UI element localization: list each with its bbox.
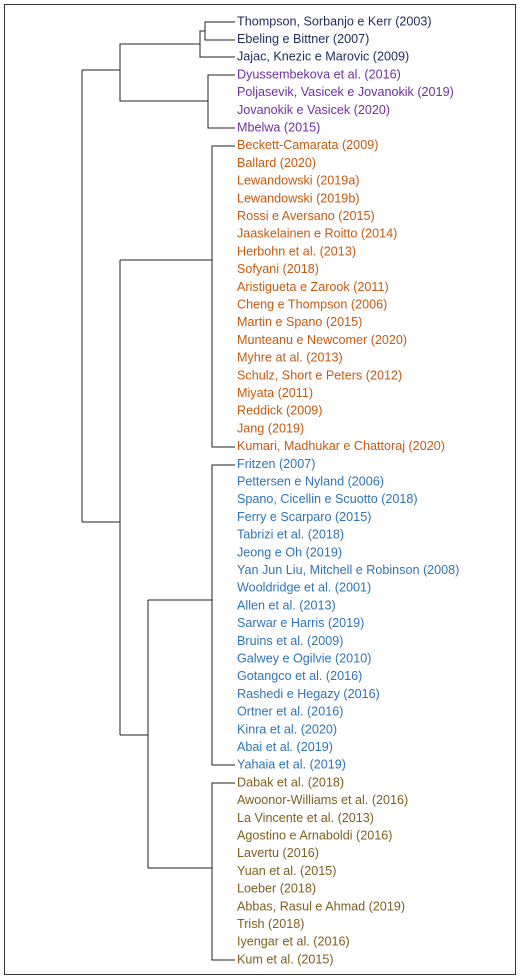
leaf-label: Jaaskelainen e Roitto (2014) — [237, 227, 397, 241]
leaf-label: Kum et al. (2015) — [237, 952, 334, 966]
branch — [207, 74, 235, 129]
leaf-label: Jang (2019) — [237, 421, 304, 435]
leaf-label: Allen et al. (2013) — [237, 598, 336, 612]
leaf-label: Yan Jun Liu, Mitchell e Robinson (2008) — [237, 563, 459, 577]
leaf-label: Wooldridge et al. (2001) — [237, 581, 371, 595]
leaf-label: Beckett-Camarata (2009) — [237, 138, 378, 152]
leaf-label: Lavertu (2016) — [237, 846, 319, 860]
leaf-label: Rashedi e Hegazy (2016) — [237, 687, 380, 701]
leaf-label: Reddick (2009) — [237, 404, 322, 418]
leaf-label: Abai et al. (2019) — [237, 740, 333, 754]
leaf-label: Jovanokik e Vasicek (2020) — [237, 103, 390, 117]
leaf-label: Tabrizi et al. (2018) — [237, 528, 344, 542]
leaf-label: Trish (2018) — [237, 917, 304, 931]
branch — [81, 70, 149, 868]
leaf-label: Awoonor-Williams et al. (2016) — [237, 793, 408, 807]
leaf-label: Sofyani (2018) — [237, 262, 319, 276]
leaf-label: Herbohn et al. (2013) — [237, 244, 356, 258]
branch — [82, 43, 208, 102]
leaf-label: Spano, Cicellin e Scuotto (2018) — [237, 492, 418, 506]
leaf-label: Poljasevik, Vasicek e Jovanokik (2019) — [237, 85, 454, 99]
leaf-label: La Vincente et al. (2013) — [237, 811, 374, 825]
leaf-label: Myhre at al. (2013) — [237, 351, 343, 365]
leaf-label: Aristigueta e Zarook (2011) — [237, 280, 389, 294]
leaf-label: Kinra et al. (2020) — [237, 722, 337, 736]
leaf-label: Yahaia et al. (2019) — [237, 758, 346, 772]
branch — [120, 145, 235, 448]
leaf-label: Ferry e Scarparo (2015) — [237, 510, 371, 524]
leaf-label: Munteanu e Newcomer (2020) — [237, 333, 407, 347]
leaf-label: Sarwar e Harris (2019) — [237, 616, 364, 630]
leaf-label: Fritzen (2007) — [237, 457, 315, 471]
leaf-label: Yuan et al. (2015) — [237, 864, 336, 878]
leaf-label: Gotangco et al. (2016) — [237, 669, 362, 683]
frame — [4, 4, 516, 975]
leaf-label: Iyengar et al. (2016) — [237, 935, 350, 949]
leaf-label: Kumari, Madhukar e Chattoraj (2020) — [237, 439, 445, 453]
leaf-label: Schulz, Short e Peters (2012) — [237, 368, 402, 382]
leaf-label: Miyata (2011) — [237, 386, 313, 400]
leaf-label: Thompson, Sorbanjo e Kerr (2003) — [237, 14, 432, 28]
leaf-label: Ballard (2020) — [237, 156, 316, 170]
leaf-label: Martin e Spano (2015) — [237, 315, 362, 329]
leaf-label: Dyussembekova et al. (2016) — [237, 67, 401, 81]
leaf-label: Rossi e Aversano (2015) — [237, 209, 375, 223]
leaf-label: Agostino e Arnaboldi (2016) — [237, 829, 392, 843]
leaf-label: Bruins et al. (2009) — [237, 634, 343, 648]
leaf-label: Cheng e Thompson (2006) — [237, 298, 387, 312]
branch — [199, 21, 235, 58]
leaf-label: Pettersen e Nyland (2006) — [237, 475, 384, 489]
leaf-label: Jajac, Knezic e Marovic (2009) — [237, 50, 409, 64]
leaf-label: Galwey e Ogilvie (2010) — [237, 652, 371, 666]
leaf-label: Ebeling e Bittner (2007) — [237, 32, 369, 46]
branch — [148, 782, 235, 961]
leaf-label: Ortner et al. (2016) — [237, 705, 343, 719]
branch — [148, 464, 235, 766]
tree-lines — [81, 21, 235, 961]
leaf-label: Lewandowski (2019b) — [237, 191, 360, 205]
leaf-label: Loeber (2018) — [237, 882, 316, 896]
leaf-label: Jeong e Oh (2019) — [237, 545, 342, 559]
leaf-label: Abbas, Rasul e Ahmad (2019) — [237, 899, 405, 913]
leaf-label: Lewandowski (2019a) — [237, 174, 360, 188]
leaf-label: Dabak et al. (2018) — [237, 775, 344, 789]
leaf-label: Mbelwa (2015) — [237, 121, 320, 135]
